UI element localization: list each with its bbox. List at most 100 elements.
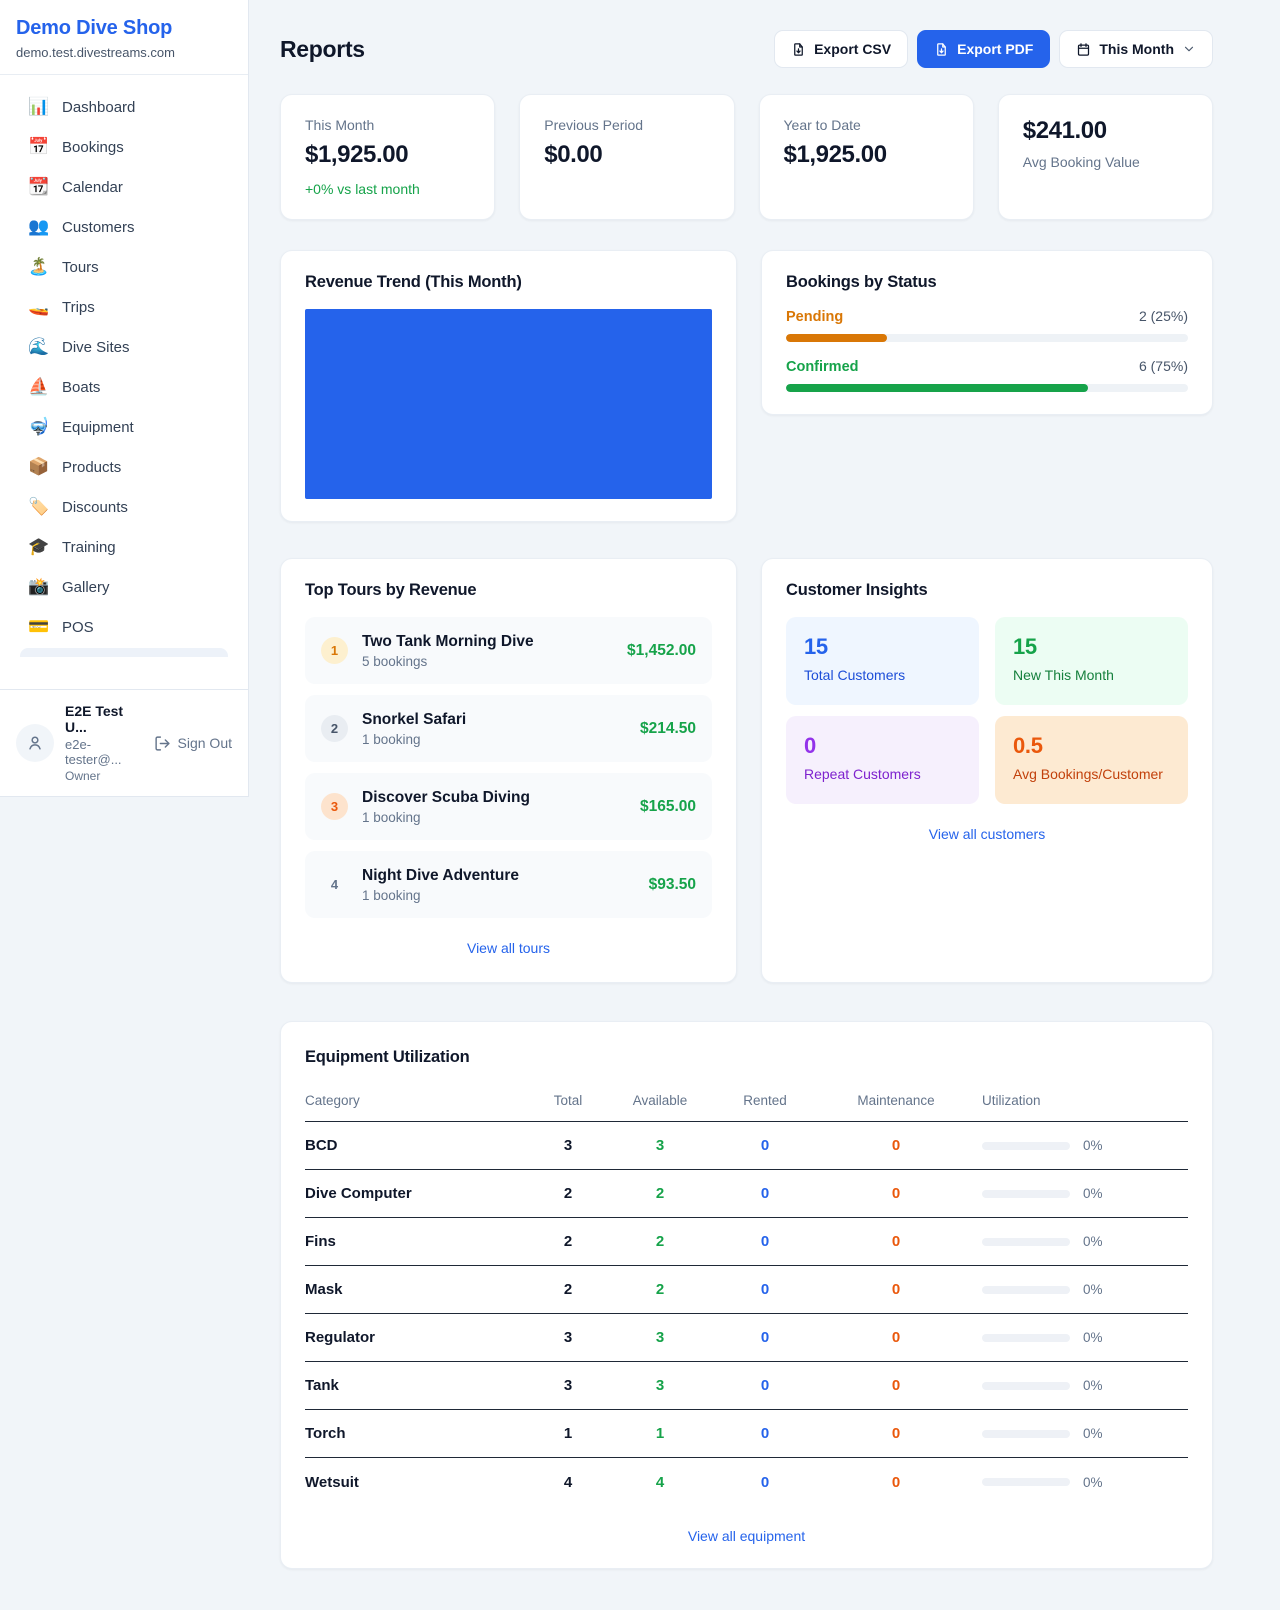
tour-bookings: 1 booking xyxy=(362,731,421,747)
period-dropdown[interactable]: This Month xyxy=(1059,30,1213,68)
sidebar-item-products[interactable]: 📦 Products xyxy=(16,447,232,487)
revenue-trend-title: Revenue Trend (This Month) xyxy=(305,273,522,291)
tour-amount: $214.50 xyxy=(639,719,696,737)
view-all-customers-link[interactable]: View all customers xyxy=(928,826,1046,842)
sidebar-item-gallery[interactable]: 📸 Gallery xyxy=(16,567,232,607)
sidebar-item-bookings[interactable]: 📅 Bookings xyxy=(16,127,232,167)
cell-maintenance: 0 xyxy=(891,1137,901,1154)
insight-tile-avg-bookings: 0.5 Avg Bookings/Customer xyxy=(995,716,1188,804)
stat-delta: +0% vs last month xyxy=(305,181,420,197)
sidebar-item-label: Trips xyxy=(62,298,95,316)
rank-badge: 2 xyxy=(321,715,348,742)
cell-category: Fins xyxy=(305,1233,336,1250)
sign-out-button[interactable]: Sign Out xyxy=(154,735,232,752)
user-name: E2E Test U... xyxy=(65,703,124,735)
status-row-pending: Pending 2 (25%) xyxy=(786,308,1188,342)
sidebar-item-calendar[interactable]: 📆 Calendar xyxy=(16,167,232,207)
status-value: 2 (25%) xyxy=(1138,308,1188,324)
camera-icon: 📸 xyxy=(28,577,50,596)
page-title: Reports xyxy=(280,35,365,62)
sidebar-item-dashboard[interactable]: 📊 Dashboard xyxy=(16,87,232,127)
cell-total: 3 xyxy=(563,1137,573,1154)
table-row: Regulator 3 3 0 0 0% xyxy=(305,1314,1188,1362)
chevron-down-icon xyxy=(1184,46,1194,52)
insight-label: Repeat Customers xyxy=(804,766,921,782)
utilization-bar xyxy=(982,1285,1070,1294)
table-row: Wetsuit 4 4 0 0 0% xyxy=(305,1458,1188,1506)
status-value: 6 (75%) xyxy=(1138,358,1188,374)
tour-list: 1 Two Tank Morning Dive 5 bookings $1,45… xyxy=(305,617,712,918)
sidebar-item-discounts[interactable]: 🏷️ Discounts xyxy=(16,487,232,527)
stat-cards: This Month $1,925.00 +0% vs last month P… xyxy=(280,94,1213,220)
table-row: Fins 2 2 0 0 0% xyxy=(305,1218,1188,1266)
table-row: Mask 2 2 0 0 0% xyxy=(305,1266,1188,1314)
cell-maintenance: 0 xyxy=(891,1425,901,1442)
user-meta: E2E Test U... e2e-tester@... Owner xyxy=(65,703,143,783)
view-all-equipment-link[interactable]: View all equipment xyxy=(687,1528,806,1544)
equipment-table: Category Total Available Rented Maintena… xyxy=(305,1087,1188,1506)
cell-available: 4 xyxy=(655,1473,665,1491)
view-all-tours-link[interactable]: View all tours xyxy=(466,940,550,956)
brand-title: Demo Dive Shop xyxy=(16,17,173,39)
insight-tile-total-customers: 15 Total Customers xyxy=(786,617,979,705)
calendar-date-icon: 📅 xyxy=(28,137,50,156)
cell-category: Wetsuit xyxy=(305,1473,359,1491)
tour-amount: $1,452.00 xyxy=(627,641,696,659)
utilization-pct: 0% xyxy=(1083,1378,1103,1393)
cell-rented: 0 xyxy=(760,1281,770,1298)
utilization-pct: 0% xyxy=(1083,1138,1103,1153)
top-tours-card: Top Tours by Revenue 1 Two Tank Morning … xyxy=(280,558,737,983)
sidebar-item-equipment[interactable]: 🤿 Equipment xyxy=(16,407,232,447)
tour-row: 2 Snorkel Safari 1 booking $214.50 xyxy=(305,695,712,762)
sidebar-item-trips[interactable]: 🚤 Trips xyxy=(16,287,232,327)
sidebar-item-label: Customers xyxy=(62,218,135,236)
rank-badge: 4 xyxy=(330,877,339,892)
utilization-pct: 0% xyxy=(1083,1234,1103,1249)
export-pdf-label: Export PDF xyxy=(957,41,1034,57)
logout-icon xyxy=(154,735,170,751)
cell-available: 3 xyxy=(655,1329,665,1346)
export-csv-button[interactable]: Export CSV xyxy=(774,30,909,68)
sidebar-item-label: Training xyxy=(62,538,116,556)
sidebar-item-label: Dashboard xyxy=(62,98,136,116)
stat-label: Previous Period xyxy=(544,117,644,133)
sidebar-item-boats[interactable]: ⛵ Boats xyxy=(16,367,232,407)
tour-bookings: 5 bookings xyxy=(362,653,428,669)
header-actions: Export CSV Export PDF This Month xyxy=(774,30,1213,68)
cell-maintenance: 0 xyxy=(891,1473,901,1491)
sidebar-item-label: Tours xyxy=(62,258,99,276)
sidebar-item-label: Calendar xyxy=(62,178,123,196)
sidebar-item-dive-sites[interactable]: 🌊 Dive Sites xyxy=(16,327,232,367)
tour-name: Night Dive Adventure xyxy=(362,866,520,884)
tour-name: Two Tank Morning Dive xyxy=(362,632,534,650)
rank-badge: 1 xyxy=(321,637,348,664)
utilization-bar xyxy=(982,1189,1070,1198)
stat-value: $1,925.00 xyxy=(305,141,409,168)
sidebar-item-customers[interactable]: 👥 Customers xyxy=(16,207,232,247)
tour-amount: $93.50 xyxy=(648,875,696,893)
customer-insights-card: Customer Insights 15 Total Customers 15 … xyxy=(761,558,1213,983)
col-header-category: Category xyxy=(305,1093,360,1108)
cell-utilization: 0% xyxy=(966,1330,1188,1345)
cell-rented: 0 xyxy=(760,1425,770,1442)
tour-amount: $165.00 xyxy=(639,797,696,815)
insight-value: 15 xyxy=(1013,634,1037,659)
sidebar-item-pos[interactable]: 💳 POS xyxy=(16,607,232,647)
sidebar-item-training[interactable]: 🎓 Training xyxy=(16,527,232,567)
insight-grid: 15 Total Customers 15 New This Month 0 R… xyxy=(786,617,1188,804)
rank-badge: 3 xyxy=(321,793,348,820)
period-label: This Month xyxy=(1099,41,1174,57)
sidebar-item-tours[interactable]: 🏝️ Tours xyxy=(16,247,232,287)
sidebar-item-label: Dive Sites xyxy=(62,338,130,356)
sidebar-item-reports-partial[interactable] xyxy=(20,648,228,657)
sidebar-item-label: Equipment xyxy=(62,418,134,436)
insight-label: Avg Bookings/Customer xyxy=(1013,766,1163,782)
cell-rented: 0 xyxy=(760,1185,770,1202)
island-icon: 🏝️ xyxy=(28,257,50,276)
progress-fill xyxy=(786,384,1088,392)
cell-rented: 0 xyxy=(760,1233,770,1250)
cell-total: 2 xyxy=(563,1233,573,1250)
sidebar-item-label: Bookings xyxy=(62,138,124,156)
export-pdf-button[interactable]: Export PDF xyxy=(917,30,1051,68)
insight-value: 0 xyxy=(804,733,816,758)
